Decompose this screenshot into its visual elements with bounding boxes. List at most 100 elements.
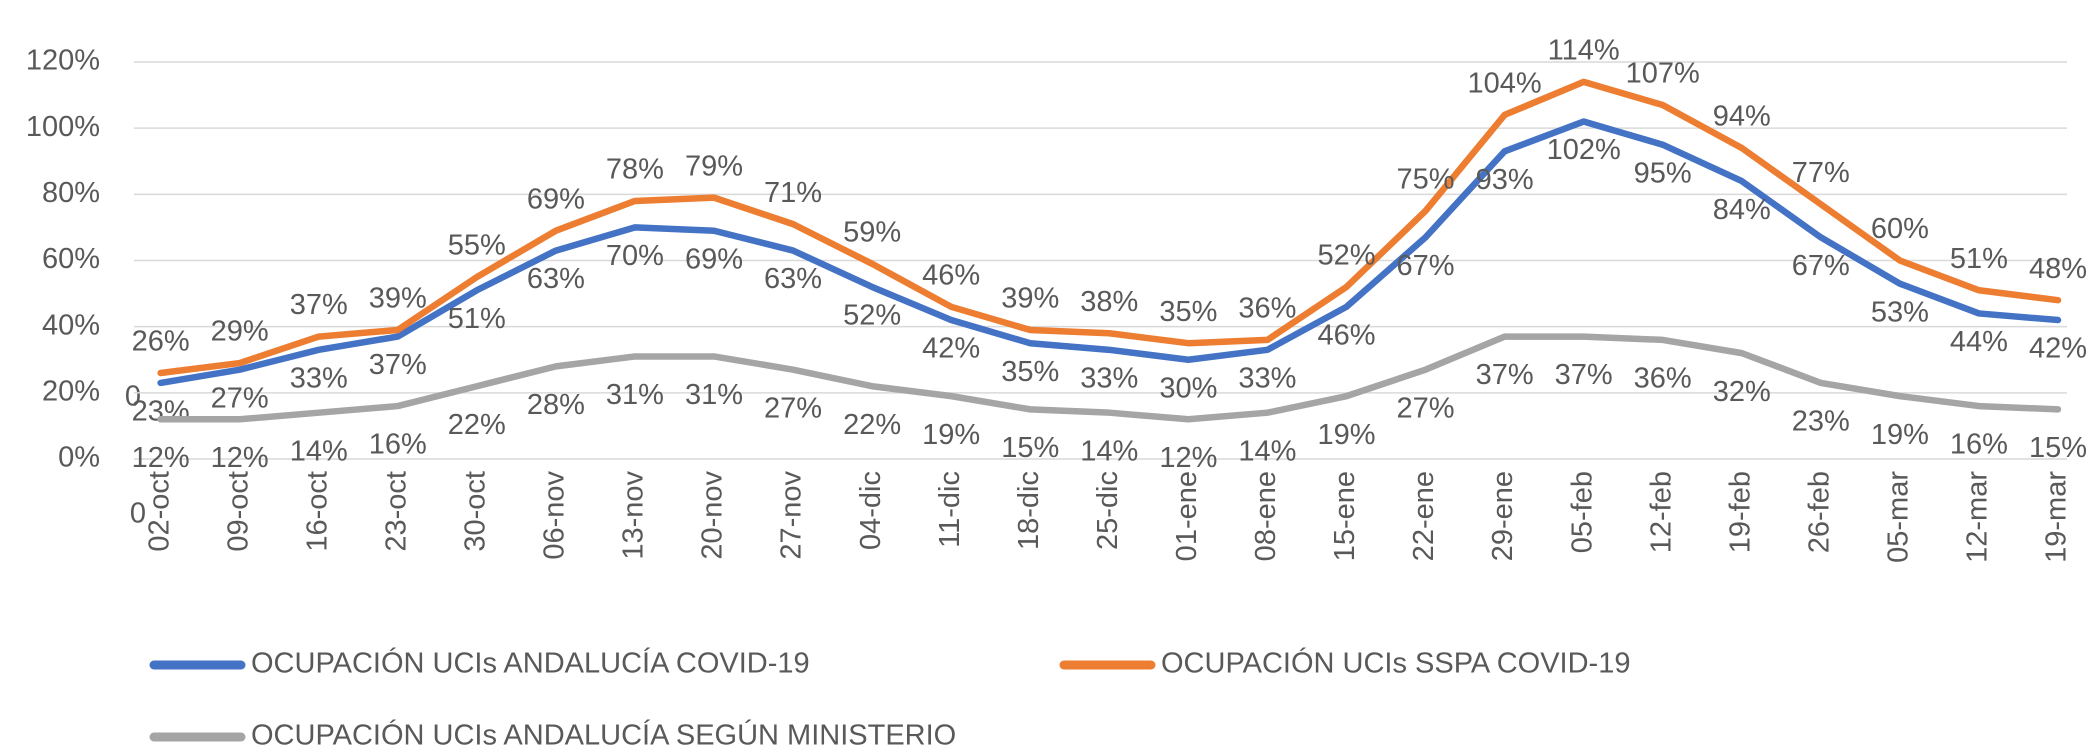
data-label: 52% xyxy=(1317,240,1375,272)
data-label: 38% xyxy=(1080,286,1138,318)
x-tick-label: 09-oct xyxy=(222,471,254,552)
data-label: 53% xyxy=(1871,296,1929,328)
x-tick-label: 12-mar xyxy=(1962,471,1994,563)
data-label: 46% xyxy=(1317,319,1375,351)
data-label: 71% xyxy=(764,177,822,209)
x-tick-label: 13-nov xyxy=(618,471,650,560)
data-label: 27% xyxy=(1397,392,1455,424)
data-label: 44% xyxy=(1950,326,2008,358)
x-tick-label: 30-oct xyxy=(459,471,491,552)
data-label: 75% xyxy=(1397,164,1455,196)
data-label: 77% xyxy=(1792,157,1850,189)
x-tick-label: 08-ene xyxy=(1250,471,1282,561)
data-label: 33% xyxy=(1238,362,1296,394)
data-label: 78% xyxy=(606,154,664,186)
y-tick-label: 0% xyxy=(58,442,100,474)
data-label: 67% xyxy=(1397,250,1455,282)
data-label: 104% xyxy=(1468,68,1542,100)
x-tick-label: 22-ene xyxy=(1408,471,1440,561)
data-label: 55% xyxy=(448,230,506,262)
data-label: 69% xyxy=(685,243,743,275)
y-tick-label: 100% xyxy=(26,111,100,143)
data-label: 107% xyxy=(1626,58,1700,90)
data-label: 16% xyxy=(1950,429,2008,461)
data-label: 35% xyxy=(1001,356,1059,388)
legend-label: OCUPACIÓN UCIs ANDALUCÍA SEGÚN MINISTERI… xyxy=(251,719,956,752)
data-label: 12% xyxy=(211,442,269,474)
data-label: 22% xyxy=(448,409,506,441)
y-tick-label: 60% xyxy=(42,243,100,275)
data-label: 16% xyxy=(369,429,427,461)
x-tick-label: 26-feb xyxy=(1803,471,1835,553)
data-label: 23% xyxy=(1792,406,1850,438)
data-label: 79% xyxy=(685,150,743,182)
data-label: 22% xyxy=(843,409,901,441)
x-tick-label: 25-dic xyxy=(1092,471,1124,550)
x-tick-label: 18-dic xyxy=(1013,471,1045,550)
data-label: 33% xyxy=(290,362,348,394)
data-label: 37% xyxy=(290,289,348,321)
data-label: 39% xyxy=(1001,283,1059,315)
x-tick-label: 02-oct xyxy=(143,471,175,552)
data-label: 102% xyxy=(1547,134,1621,166)
data-label: 42% xyxy=(922,333,980,365)
x-tick-label: 11-dic xyxy=(934,471,966,548)
data-label: 19% xyxy=(1871,419,1929,451)
x-tick-label: 06-nov xyxy=(539,471,571,560)
data-label: 69% xyxy=(527,183,585,215)
data-label: 32% xyxy=(1713,376,1771,408)
y-tick-label: 40% xyxy=(42,309,100,341)
legend-label: OCUPACIÓN UCIs ANDALUCÍA COVID-19 xyxy=(251,647,810,680)
line-series xyxy=(157,78,2062,377)
data-label: 94% xyxy=(1713,101,1771,133)
data-label: 59% xyxy=(843,216,901,248)
data-label: 67% xyxy=(1792,250,1850,282)
data-label: 63% xyxy=(764,263,822,295)
data-label: 37% xyxy=(369,349,427,381)
data-label: 30% xyxy=(1159,372,1217,404)
data-label: 19% xyxy=(1317,419,1375,451)
y-tick-label: 80% xyxy=(42,177,100,209)
data-label: 114% xyxy=(1548,35,1620,67)
data-label: 48% xyxy=(2029,253,2087,285)
data-label: 36% xyxy=(1238,293,1296,325)
data-label: 93% xyxy=(1476,164,1534,196)
data-label: 26% xyxy=(132,326,190,358)
x-tick-label: 19-feb xyxy=(1724,471,1756,553)
data-label: 70% xyxy=(606,240,664,272)
x-tick-label: 12-feb xyxy=(1645,471,1677,553)
data-label: 12% xyxy=(132,442,190,474)
data-label: 23% xyxy=(132,396,190,428)
x-tick-label: 04-dic xyxy=(855,471,887,550)
annotation: 0 xyxy=(125,381,141,413)
data-label: 19% xyxy=(922,419,980,451)
data-label: 37% xyxy=(1555,359,1613,391)
data-label: 14% xyxy=(290,435,348,467)
legend-label: OCUPACIÓN UCIs SSPA COVID-19 xyxy=(1161,647,1630,680)
line-series xyxy=(157,333,2062,423)
data-label: 52% xyxy=(843,300,901,332)
data-label: 42% xyxy=(2029,333,2087,365)
x-tick-label: 20-nov xyxy=(697,471,729,560)
data-label: 28% xyxy=(527,389,585,421)
x-tick-label: 23-oct xyxy=(380,471,412,552)
data-label: 14% xyxy=(1080,435,1138,467)
data-label: 15% xyxy=(2029,432,2087,464)
data-label: 12% xyxy=(1159,442,1217,474)
x-tick-label: 15-ene xyxy=(1329,471,1361,561)
data-label: 46% xyxy=(922,259,980,291)
data-label: 36% xyxy=(1634,363,1692,395)
x-tick-label: 27-nov xyxy=(776,471,808,560)
data-label: 35% xyxy=(1159,296,1217,328)
y-tick-label: 20% xyxy=(42,375,100,407)
line-series xyxy=(157,118,2062,387)
x-tick-label: 05-mar xyxy=(1883,471,1915,563)
data-label: 51% xyxy=(448,303,506,335)
x-tick-label: 05-feb xyxy=(1566,471,1598,553)
y-tick-label: 120% xyxy=(26,45,100,77)
data-label: 63% xyxy=(527,263,585,295)
data-label: 15% xyxy=(1001,432,1059,464)
data-label: 14% xyxy=(1238,435,1296,467)
data-label: 95% xyxy=(1634,157,1692,189)
